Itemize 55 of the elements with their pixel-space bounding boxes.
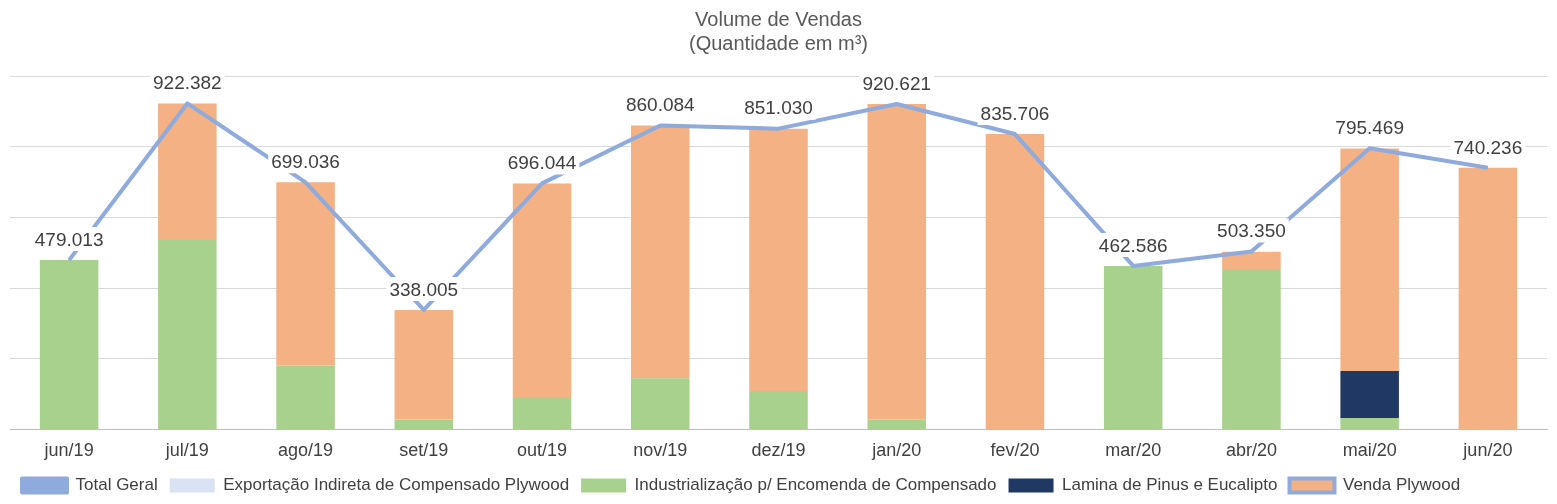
data-label: 479.013 [34, 228, 104, 250]
bar [1103, 265, 1163, 429]
legend-label: Industrialização p/ Encomenda de Compensado [634, 475, 997, 495]
x-tick-label: ago/19 [278, 440, 334, 461]
bar [512, 183, 572, 398]
bar [39, 260, 99, 429]
bar [394, 419, 454, 429]
data-label: 338.005 [389, 278, 459, 300]
bar [1222, 251, 1281, 271]
bar [1340, 148, 1399, 372]
data-label: 696.044 [507, 152, 577, 174]
bar [985, 134, 1045, 429]
x-tick-label: jun/19 [43, 440, 94, 461]
data-label: 503.350 [1217, 220, 1286, 242]
data-label: 462.586 [1098, 234, 1168, 256]
bar [394, 309, 454, 420]
bar [749, 128, 808, 391]
x-tick-label: out/19 [517, 440, 568, 461]
x-tick-label: mar/20 [1105, 440, 1162, 461]
x-tick-label: jun/20 [1462, 440, 1513, 461]
x-tick-label: nov/19 [633, 440, 688, 461]
x-tick-label: jul/19 [164, 440, 209, 461]
legend-label: Exportação Indireta de Compensado Plywood [223, 475, 570, 495]
bar [1458, 167, 1518, 429]
bar [631, 125, 690, 379]
data-label: 860.084 [625, 94, 696, 116]
data-label: 920.621 [862, 72, 932, 94]
data-label: 795.469 [1335, 117, 1404, 139]
bar [158, 103, 217, 240]
bar [1340, 418, 1399, 429]
data-label: 740.236 [1453, 136, 1523, 158]
x-tick-label: dez/19 [751, 440, 806, 461]
bar [867, 419, 926, 429]
bar [1340, 371, 1399, 419]
data-label: 699.036 [271, 151, 340, 173]
bar [1222, 270, 1281, 429]
data-label: 851.030 [744, 97, 813, 119]
legend-label: Total Geral [75, 475, 158, 495]
data-label: 922.382 [153, 72, 222, 94]
legend-label: Venda Plywood [1343, 475, 1461, 495]
bar [867, 103, 926, 420]
x-tick-label: jan/20 [871, 440, 922, 461]
chart-title: Volume de Vendas (Quantidade em m³) [689, 7, 868, 54]
x-tick-label: mai/20 [1342, 440, 1397, 461]
x-tick-label: set/19 [399, 440, 449, 461]
bar [512, 397, 572, 429]
x-tick-label: abr/20 [1225, 440, 1277, 461]
x-tick-label: fev/20 [990, 440, 1040, 461]
bar [631, 378, 690, 429]
bar [749, 390, 808, 429]
bar [158, 239, 217, 429]
legend-label: Lamina de Pinus e Eucalipto [1062, 475, 1278, 495]
bar [276, 182, 335, 366]
data-label: 835.706 [980, 102, 1050, 124]
bar [276, 365, 335, 429]
